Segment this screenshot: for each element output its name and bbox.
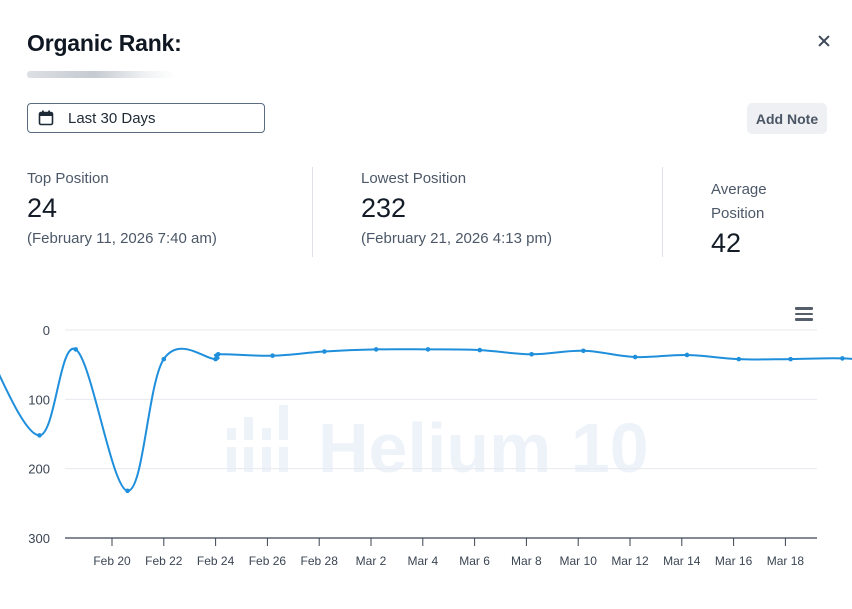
x-tick-label: Feb 28	[301, 554, 339, 568]
x-tick-label: Feb 20	[93, 554, 131, 568]
helium10-watermark: Helium 10	[227, 405, 649, 487]
hamburger-menu-icon[interactable]	[795, 307, 813, 321]
x-tick-label: Mar 2	[356, 554, 387, 568]
data-point[interactable]	[215, 351, 221, 357]
lowest-position-value: 232	[361, 193, 407, 223]
x-tick-label: Mar 18	[767, 554, 805, 568]
data-point[interactable]	[736, 356, 742, 362]
x-tick-label: Feb 26	[249, 554, 287, 568]
data-point[interactable]	[213, 356, 218, 362]
y-tick-label: 0	[43, 323, 50, 338]
data-point[interactable]	[270, 353, 275, 358]
top-position-label: Top Position	[27, 170, 109, 187]
series-line	[0, 347, 852, 492]
x-tick-label: Feb 24	[197, 554, 235, 568]
data-point[interactable]	[632, 354, 638, 360]
average-position-value: 42	[711, 228, 742, 258]
data-point[interactable]	[322, 349, 327, 354]
data-point[interactable]	[425, 347, 431, 352]
stat-divider	[662, 167, 663, 257]
svg-text:Helium 10: Helium 10	[318, 409, 649, 487]
x-tick-label: Mar 6	[459, 554, 490, 568]
x-tick-label: Mar 12	[611, 554, 649, 568]
x-tick-label: Feb 22	[145, 554, 183, 568]
stat-divider	[312, 167, 313, 257]
data-point[interactable]	[529, 351, 534, 357]
data-point[interactable]	[840, 356, 845, 361]
data-point[interactable]	[161, 356, 167, 362]
data-point[interactable]	[125, 488, 130, 494]
data-point[interactable]	[581, 348, 586, 354]
title-underline-decoration	[27, 71, 175, 78]
data-point[interactable]	[788, 356, 793, 362]
data-point[interactable]	[684, 352, 690, 358]
top-position-value: 24	[27, 193, 58, 223]
page-title: Organic Rank:	[27, 30, 182, 56]
date-range-label: Last 30 Days	[68, 109, 156, 127]
calendar-icon	[38, 110, 54, 126]
date-range-select[interactable]: Last 30 Days	[27, 103, 265, 133]
y-tick-label: 300	[28, 531, 50, 546]
add-note-button[interactable]: Add Note	[747, 103, 827, 134]
average-position-label: Average Position	[711, 181, 767, 222]
x-tick-label: Mar 10	[560, 554, 598, 568]
x-tick-label: Mar 14	[663, 554, 701, 568]
lowest-position-date: (February 21, 2026 4:13 pm)	[361, 230, 552, 247]
lowest-position-stat: Lowest Position 232 (February 21, 2026 4…	[361, 170, 552, 247]
data-point[interactable]	[73, 347, 79, 352]
x-tick-label: Mar 4	[407, 554, 438, 568]
y-tick-label: 200	[28, 462, 50, 477]
x-tick-label: Mar 16	[715, 554, 753, 568]
average-position-stat: Average Position 42	[711, 178, 767, 259]
y-tick-label: 100	[28, 392, 50, 407]
top-position-stat: Top Position 24 (February 11, 2026 7:40 …	[27, 170, 217, 247]
top-position-date: (February 11, 2026 7:40 am)	[27, 230, 217, 247]
data-point[interactable]	[37, 433, 42, 438]
lowest-position-label: Lowest Position	[361, 170, 467, 187]
data-point[interactable]	[373, 347, 379, 352]
x-tick-label: Mar 8	[511, 554, 542, 568]
close-icon[interactable]	[814, 31, 834, 51]
data-point[interactable]	[477, 347, 483, 353]
